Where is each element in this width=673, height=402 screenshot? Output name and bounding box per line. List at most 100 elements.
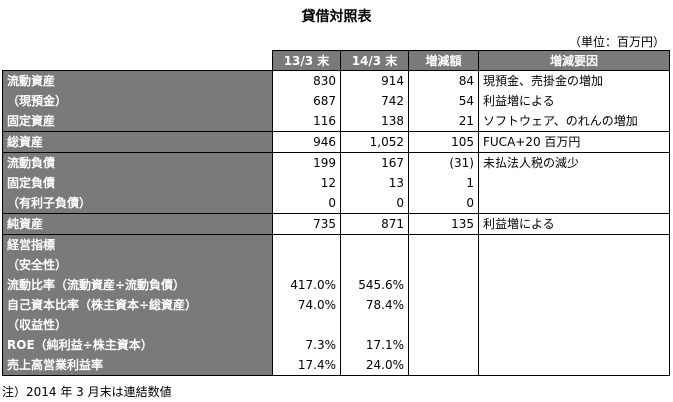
table-row: 流動比率（流動資産÷流動負債） 417.0% 545.6% [2, 275, 670, 295]
value-13-3: 116 [272, 111, 341, 132]
value-reason: 利益増による [478, 91, 670, 111]
value-diff [408, 295, 479, 315]
value-13-3: 417.0% [272, 275, 341, 295]
value-14-3: 0 [340, 193, 409, 214]
value-14-3: 24.0% [340, 355, 409, 376]
value-14-3: 742 [340, 91, 409, 111]
value-13-3 [272, 234, 341, 255]
value-reason [478, 315, 670, 335]
unit-label: （単位：百万円） [568, 35, 665, 49]
row-label: （現預金） [2, 91, 273, 111]
value-diff: (31) [408, 152, 479, 173]
value-13-3: 0 [272, 193, 341, 214]
value-13-3: 7.3% [272, 335, 341, 355]
row-label: 流動負債 [2, 152, 273, 173]
value-diff [408, 335, 479, 355]
value-reason: 未払法人税の減少 [478, 152, 670, 173]
value-13-3: 687 [272, 91, 341, 111]
value-reason [478, 173, 670, 193]
table-row: 純資産 735 871 135 利益増による [2, 213, 670, 235]
table-row: 流動資産 830 914 84 現預金、売掛金の増加 [2, 70, 670, 91]
value-diff [408, 275, 479, 295]
value-diff: 54 [408, 91, 479, 111]
value-14-3 [340, 315, 409, 335]
table-row: （現預金） 687 742 54 利益増による [2, 91, 670, 111]
table-row: （安全性） [2, 255, 670, 275]
value-reason [478, 255, 670, 275]
row-label: 総資産 [2, 131, 273, 153]
table-row: 総資産 946 1,052 105 FUCA+20 百万円 [2, 131, 670, 153]
header-14-3: 14/3 末 [340, 50, 409, 71]
value-diff [408, 255, 479, 275]
row-label: 流動資産 [2, 70, 273, 91]
value-14-3: 871 [340, 213, 409, 235]
value-diff: 135 [408, 213, 479, 235]
value-reason [478, 275, 670, 295]
value-diff: 105 [408, 131, 479, 153]
value-reason [478, 193, 670, 214]
footnote: 注）2014 年 3 月末は連結数値 [2, 385, 172, 399]
value-14-3: 1,052 [340, 131, 409, 153]
row-label: 自己資本比率（株主資本÷総資産） [2, 295, 273, 315]
row-label: 売上高営業利益率 [2, 355, 273, 376]
value-13-3: 17.4% [272, 355, 341, 376]
row-label: 純資産 [2, 213, 273, 235]
header-diff: 増減額 [408, 50, 479, 71]
value-14-3 [340, 234, 409, 255]
value-reason [478, 335, 670, 355]
header-row: 13/3 末 14/3 末 増減額 増減要因 [2, 50, 670, 71]
row-label: （有利子負債） [2, 193, 273, 214]
value-13-3: 74.0% [272, 295, 341, 315]
value-14-3: 17.1% [340, 335, 409, 355]
table-row: ROE（純利益÷株主資本） 7.3% 17.1% [2, 335, 670, 355]
value-diff: 0 [408, 193, 479, 214]
row-label: 流動比率（流動資産÷流動負債） [2, 275, 273, 295]
value-13-3: 830 [272, 70, 341, 91]
value-13-3 [272, 315, 341, 335]
value-reason: FUCA+20 百万円 [478, 131, 670, 153]
value-reason: 利益増による [478, 213, 670, 235]
row-label: 固定資産 [2, 111, 273, 132]
value-13-3: 946 [272, 131, 341, 153]
value-reason [478, 355, 670, 376]
value-14-3: 78.4% [340, 295, 409, 315]
value-13-3: 199 [272, 152, 341, 173]
value-diff: 1 [408, 173, 479, 193]
value-reason: ソフトウェア、のれんの増加 [478, 111, 670, 132]
value-diff [408, 355, 479, 376]
row-label: （収益性） [2, 315, 273, 335]
header-blank [2, 50, 273, 71]
value-14-3: 545.6% [340, 275, 409, 295]
value-reason [478, 295, 670, 315]
table-row: 固定負債 12 13 1 [2, 173, 670, 193]
table-row: （有利子負債） 0 0 0 [2, 193, 670, 214]
table-row: （収益性） [2, 315, 670, 335]
value-diff: 21 [408, 111, 479, 132]
value-14-3: 914 [340, 70, 409, 91]
value-13-3: 735 [272, 213, 341, 235]
value-14-3 [340, 255, 409, 275]
table-row: 自己資本比率（株主資本÷総資産） 74.0% 78.4% [2, 295, 670, 315]
table-row: 流動負債 199 167 (31) 未払法人税の減少 [2, 152, 670, 173]
header-13-3: 13/3 末 [272, 50, 341, 71]
value-diff: 84 [408, 70, 479, 91]
table-row: 経営指標 [2, 234, 670, 255]
value-14-3: 167 [340, 152, 409, 173]
table-row: 固定資産 116 138 21 ソフトウェア、のれんの増加 [2, 111, 670, 132]
value-reason: 現預金、売掛金の増加 [478, 70, 670, 91]
value-14-3: 138 [340, 111, 409, 132]
row-label: 経営指標 [2, 234, 273, 255]
value-13-3 [272, 255, 341, 275]
value-diff [408, 315, 479, 335]
row-label: （安全性） [2, 255, 273, 275]
row-label: ROE（純利益÷株主資本） [2, 335, 273, 355]
table-row: 売上高営業利益率 17.4% 24.0% [2, 355, 670, 376]
value-14-3: 13 [340, 173, 409, 193]
table-title: 貸借対照表 [301, 9, 372, 25]
header-reason: 増減要因 [478, 50, 670, 71]
row-label: 固定負債 [2, 173, 273, 193]
value-reason [478, 234, 670, 255]
balance-sheet-table: 13/3 末 14/3 末 増減額 増減要因 流動資産 830 914 84 現預金、売… [2, 50, 670, 376]
value-13-3: 12 [272, 173, 341, 193]
value-diff [408, 234, 479, 255]
